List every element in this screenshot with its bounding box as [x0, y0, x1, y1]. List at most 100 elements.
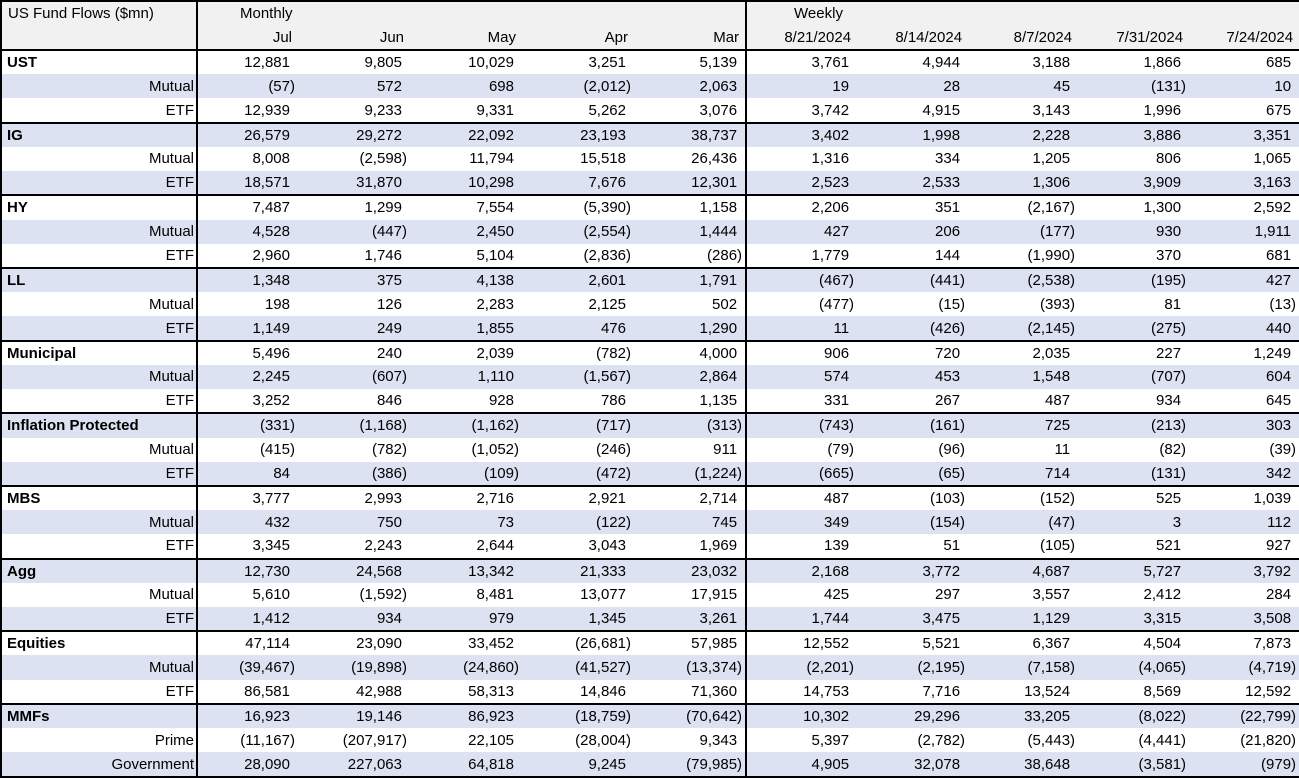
- value-cell: 139: [824, 537, 850, 555]
- value-cell: 10: [1189, 74, 1299, 99]
- value-cell: 12,301: [634, 171, 748, 196]
- value-cell: 29,296: [857, 702, 969, 729]
- value-cell: 3,188: [968, 48, 1079, 75]
- table-title: US Fund Flows ($mn): [1, 1, 198, 50]
- value-cell: (39): [1269, 441, 1297, 459]
- value-cell: 806: [1156, 150, 1182, 168]
- value-cell: (472): [522, 461, 634, 486]
- section-label: UST: [1, 48, 198, 75]
- value-cell: 427: [1189, 266, 1299, 293]
- value-cell: 3,163: [1189, 171, 1299, 196]
- value-cell: (28,004): [575, 731, 631, 749]
- value-cell: 29,272: [298, 121, 410, 147]
- value-cell: (1,990): [1027, 246, 1076, 264]
- value-cell: 1,306: [968, 171, 1079, 196]
- value-cell: (2,195): [857, 655, 969, 680]
- value-cell: 2,243: [364, 537, 402, 555]
- row-label: Mutual: [1, 292, 198, 317]
- table-row: Mutual 4,528 (447) 2,450 (2,554) 1,444 427 206(…: [1, 219, 1299, 244]
- row-label: Prime: [1, 728, 198, 753]
- table-row: ETF 1,412 934 979 1,345 3,261 1,744 3,475 1,129 3…: [1, 607, 1299, 632]
- value-cell: (2,554): [522, 219, 634, 244]
- value-cell: 2,412: [1143, 586, 1182, 604]
- value-cell: 11: [746, 316, 858, 341]
- value-cell: 8,008: [252, 150, 290, 168]
- value-cell: (19,898): [298, 655, 410, 680]
- value-cell: 12,881: [197, 48, 298, 75]
- row-label: ETF: [1, 243, 198, 268]
- value-cell: (275): [1078, 316, 1190, 341]
- column-header: 7/24/2024: [1189, 25, 1299, 51]
- value-cell: (47): [968, 510, 1079, 535]
- value-cell: 7,676: [522, 171, 634, 196]
- value-cell: 911: [634, 437, 748, 462]
- table-header: US Fund Flows ($mn) Monthly Weekly Jul Ju…: [1, 1, 1299, 51]
- value-cell: 1,129: [968, 607, 1079, 632]
- value-cell: (70,642): [634, 702, 748, 729]
- table-row: Government 28,090 227,063 64,818 9,245 (79,98…: [1, 752, 1299, 777]
- value-cell: 476: [522, 316, 634, 341]
- table-row: Mutual (39,467) (19,898) (24,860) (41,527) (1…: [1, 655, 1299, 680]
- value-cell: 8,481: [476, 586, 514, 604]
- value-cell: 645: [1266, 392, 1292, 410]
- value-cell: 1,744: [746, 607, 858, 632]
- section-label: Inflation Protected: [1, 412, 198, 438]
- value-cell: (3,581): [1078, 752, 1190, 777]
- section-row: LL 1,348 375 4,138 2,601 1,791 (467) (441) (2,53…: [1, 266, 1299, 293]
- value-cell: (154): [857, 510, 969, 535]
- row-label: Mutual: [1, 219, 198, 244]
- value-cell: 9,805: [298, 48, 410, 75]
- value-cell: 3,143: [1032, 101, 1071, 119]
- value-cell: 18,571: [197, 171, 298, 196]
- value-cell: (5,390): [522, 194, 634, 220]
- value-cell: 28,090: [197, 752, 298, 777]
- value-cell: 303: [1189, 412, 1299, 438]
- value-cell: 4,944: [857, 48, 969, 75]
- value-cell: (441): [857, 266, 969, 293]
- value-cell: 5,262: [588, 101, 626, 119]
- value-cell: 3,402: [746, 121, 858, 147]
- value-cell: 38,737: [634, 121, 748, 147]
- value-cell: 23,193: [522, 121, 634, 147]
- table-row: ETF 18,571 31,870 10,298 7,676 12,301 2,523 2,5…: [1, 171, 1299, 196]
- value-cell: 7,487: [197, 194, 298, 220]
- value-cell: 370: [1156, 246, 1182, 264]
- value-cell: 4,528: [197, 219, 298, 244]
- value-cell: 3,886: [1078, 121, 1190, 147]
- value-cell: 73: [410, 510, 522, 535]
- value-cell: 1,412: [197, 607, 298, 632]
- row-label: Mutual: [1, 146, 198, 172]
- row-label: Mutual: [1, 510, 198, 535]
- value-cell: 1,548: [968, 364, 1079, 390]
- section-label: MMFs: [1, 702, 198, 729]
- value-cell: 22,092: [410, 121, 522, 147]
- value-cell: 297: [935, 586, 961, 604]
- value-cell: 6,367: [968, 630, 1079, 656]
- weekly-group-header: Weekly: [746, 1, 1299, 25]
- value-cell: 2,228: [968, 121, 1079, 147]
- row-label: ETF: [1, 171, 198, 196]
- value-cell: 86,923: [410, 702, 522, 729]
- row-label: Mutual: [1, 364, 198, 390]
- value-cell: 502: [634, 292, 748, 317]
- value-cell: (11,167): [240, 731, 295, 749]
- value-cell: 1,791: [634, 266, 748, 293]
- value-cell: 2,245: [197, 364, 298, 390]
- section-row: IG 26,579 29,272 22,092 23,193 38,737 3,402 1,9…: [1, 121, 1299, 147]
- value-cell: 1,149: [197, 316, 298, 341]
- row-label: Mutual: [1, 437, 198, 462]
- value-cell: (22,799): [1189, 702, 1299, 729]
- value-cell: (1,052): [471, 441, 519, 459]
- value-cell: 4,504: [1078, 630, 1190, 656]
- table-row: Mutual 5,610 (1,592) 8,481 13,077 17,915 425 29…: [1, 582, 1299, 608]
- value-cell: 4,000: [634, 339, 748, 365]
- value-cell: (1,567): [522, 364, 634, 390]
- value-cell: (79,985): [634, 752, 748, 777]
- value-cell: 1,348: [197, 266, 298, 293]
- value-cell: (109): [410, 461, 522, 486]
- value-cell: 198: [264, 295, 290, 313]
- value-cell: 206: [857, 219, 969, 244]
- value-cell: 112: [1189, 510, 1299, 535]
- value-cell: 31,870: [298, 171, 410, 196]
- value-cell: (79): [827, 441, 855, 459]
